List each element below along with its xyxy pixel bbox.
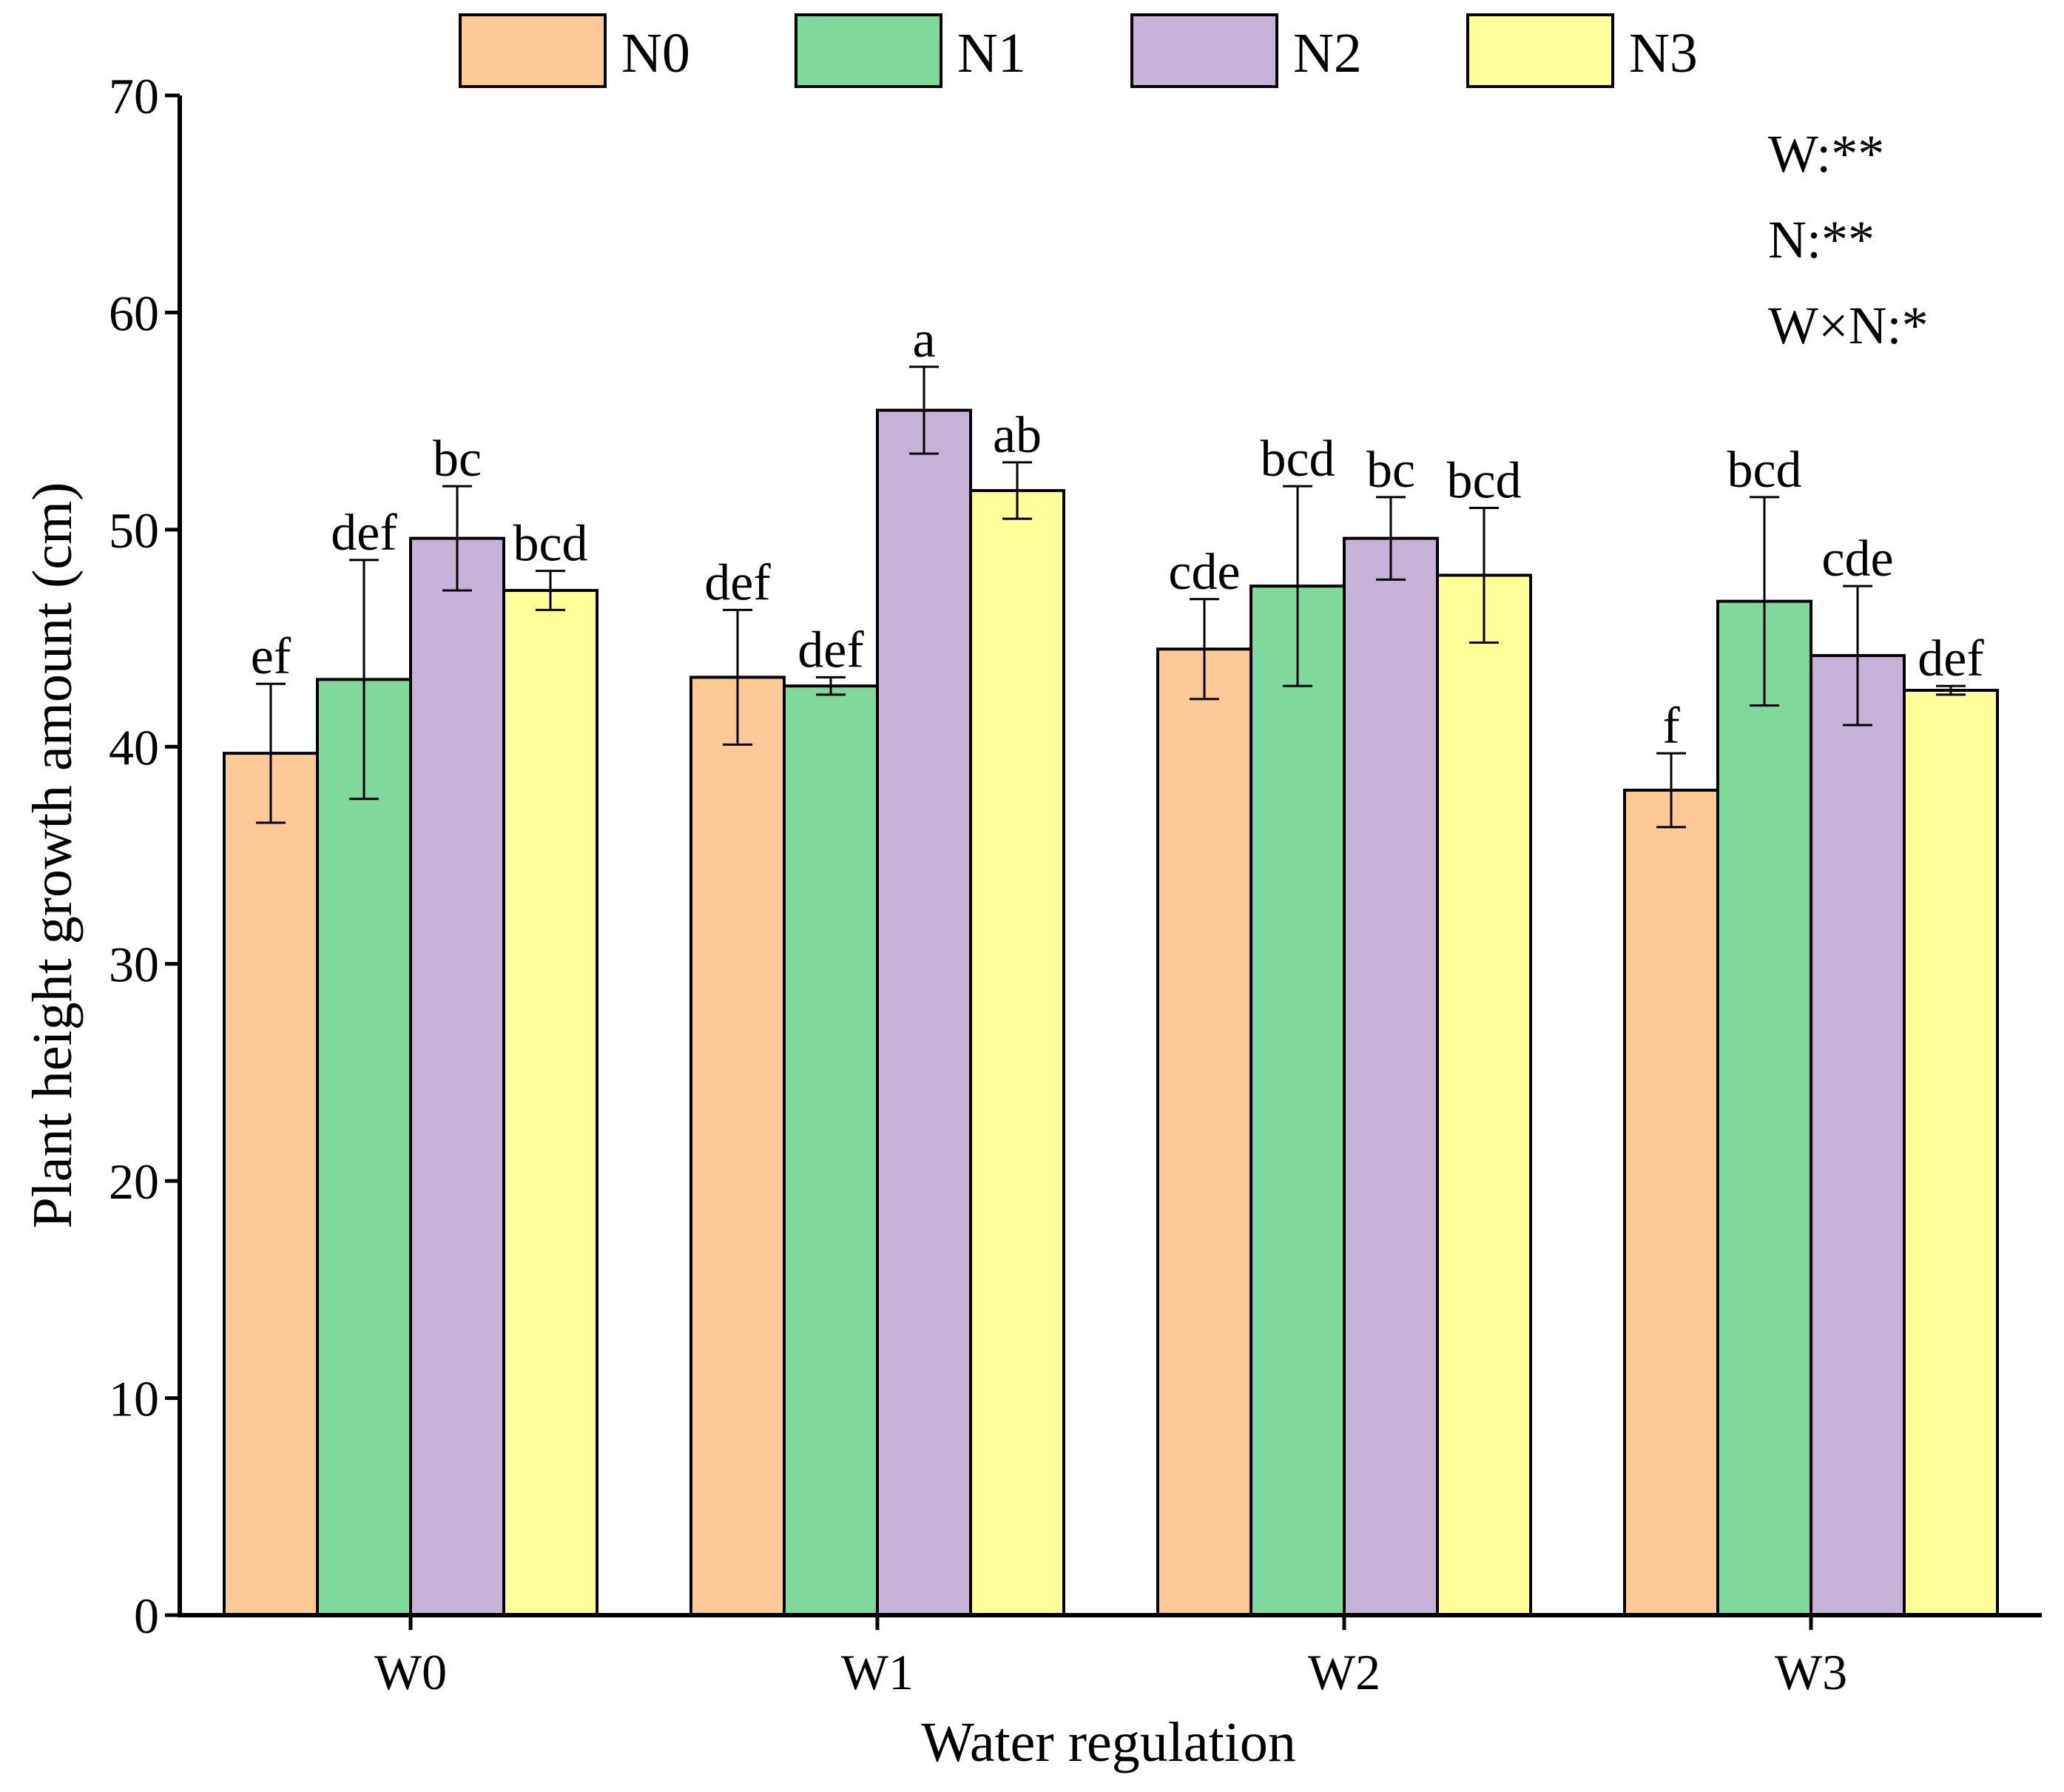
significance-annotation: N:** xyxy=(1768,210,1875,269)
significance-annotation: W:** xyxy=(1768,124,1884,183)
bar-N3-W3 xyxy=(1903,688,1999,1617)
error-bar-N1-W0 xyxy=(349,559,379,801)
significance-letter-N1-W3: bcd xyxy=(1727,442,1801,499)
x-axis-title: Water regulation xyxy=(921,1711,1296,1774)
bar-N0-W2 xyxy=(1156,647,1252,1617)
bar-N2-W1 xyxy=(876,408,972,1617)
significance-letter-N3-W3: def xyxy=(1918,630,1984,687)
error-bar-N2-W1 xyxy=(909,366,939,455)
x-tick-label-W3: W3 xyxy=(1775,1644,1847,1700)
x-tick-label-W1: W1 xyxy=(841,1644,914,1700)
error-bar-N1-W1 xyxy=(816,676,846,696)
bar-N1-W3 xyxy=(1716,599,1812,1617)
legend-swatch-N1 xyxy=(795,13,942,88)
error-bar-N0-W3 xyxy=(1656,752,1686,829)
legend-item-N3: N3 xyxy=(1466,13,1698,88)
error-bar-N3-W3 xyxy=(1936,684,1966,696)
bar-N2-W3 xyxy=(1810,654,1906,1617)
significance-annotation: W×N:* xyxy=(1768,296,1929,355)
significance-letter-N0-W1: def xyxy=(704,554,771,611)
significance-letter-N2-W3: cde xyxy=(1821,530,1893,587)
y-tick-label: 60 xyxy=(109,285,159,341)
y-tick-label: 20 xyxy=(109,1153,159,1210)
bar-N0-W0 xyxy=(223,752,319,1617)
error-bar-N1-W2 xyxy=(1283,485,1312,687)
significance-letter-N3-W0: bcd xyxy=(513,516,587,573)
bar-N2-W0 xyxy=(409,536,505,1617)
significance-letter-N0-W2: cde xyxy=(1168,544,1240,601)
bar-N0-W1 xyxy=(689,676,786,1617)
y-tick-label: 50 xyxy=(109,502,159,559)
legend-swatch-N0 xyxy=(459,13,607,88)
error-bar-N2-W0 xyxy=(442,485,472,592)
significance-letter-N3-W1: ab xyxy=(993,407,1042,464)
error-bar-N2-W3 xyxy=(1843,585,1872,727)
significance-annotations: W:** N:** W×N:* xyxy=(1768,124,1929,355)
error-bar-N0-W2 xyxy=(1190,598,1219,701)
bar-N3-W2 xyxy=(1436,573,1532,1617)
significance-letter-N1-W2: bcd xyxy=(1260,431,1335,488)
bar-N3-W1 xyxy=(969,489,1065,1617)
bar-N3-W0 xyxy=(502,589,598,1617)
significance-letter-N0-W3: f xyxy=(1662,698,1680,755)
legend-label-N0: N0 xyxy=(621,22,690,84)
bar-N0-W3 xyxy=(1623,788,1719,1617)
error-bar-N2-W2 xyxy=(1376,496,1406,581)
significance-letter-N0-W0: ef xyxy=(251,628,291,685)
significance-letter-N2-W2: bc xyxy=(1366,442,1415,499)
bar-N1-W2 xyxy=(1249,585,1346,1617)
y-axis-title: Plant height growth amount (cm) xyxy=(21,482,84,1229)
bar-N1-W0 xyxy=(316,678,412,1617)
axes-layer: 0 10 20 30 40 50 60 70 W0 W1 W2 W3 Water regulation P… xyxy=(21,68,2042,1774)
y-tick-label: 40 xyxy=(109,719,159,775)
significance-letter-N2-W1: a xyxy=(912,311,935,368)
x-tick-label-W0: W0 xyxy=(374,1644,447,1700)
bar-N1-W1 xyxy=(783,684,879,1617)
error-bar-N0-W0 xyxy=(256,682,286,824)
x-tick-label-W2: W2 xyxy=(1308,1644,1380,1700)
significance-letter-N2-W0: bc xyxy=(433,431,482,488)
error-bar-N3-W1 xyxy=(1002,461,1032,520)
legend-item-N1: N1 xyxy=(795,13,1026,88)
legend-label-N3: N3 xyxy=(1629,22,1698,84)
significance-letter-N1-W0: def xyxy=(331,505,397,562)
significance-letter-N3-W2: bcd xyxy=(1446,453,1521,510)
legend-item-N0: N0 xyxy=(459,13,690,88)
y-tick-label: 30 xyxy=(109,937,159,993)
legend-label-N2: N2 xyxy=(1293,22,1362,84)
error-bars-layer xyxy=(256,366,1966,829)
legend-swatch-N3 xyxy=(1466,13,1614,88)
y-tick-label: 0 xyxy=(134,1588,159,1644)
significance-letter-N1-W1: def xyxy=(797,622,864,678)
bar-N2-W2 xyxy=(1343,536,1439,1617)
bars-layer xyxy=(223,408,1999,1617)
y-tick-label: 70 xyxy=(109,68,159,124)
error-bar-N0-W1 xyxy=(723,608,752,746)
legend-item-N2: N2 xyxy=(1130,13,1362,88)
legend: N0 N1 N2 N3 xyxy=(459,13,1698,88)
legend-swatch-N2 xyxy=(1130,13,1278,88)
y-tick-label: 10 xyxy=(109,1371,159,1427)
error-bar-N1-W3 xyxy=(1750,496,1779,707)
error-bar-N3-W2 xyxy=(1469,507,1499,644)
legend-label-N1: N1 xyxy=(957,22,1026,84)
error-bar-N3-W0 xyxy=(536,570,565,611)
